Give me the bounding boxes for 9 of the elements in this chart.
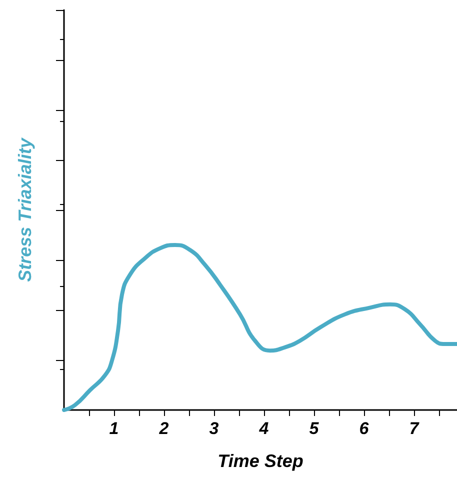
x-tick-label: 3 [209, 419, 220, 438]
x-tick-label: 5 [309, 419, 320, 438]
x-tick-label: 1 [109, 419, 119, 438]
x-axis-title: Time Step [218, 451, 304, 471]
y-axis-title: Stress Triaxiality [15, 137, 35, 282]
x-tick-label: 4 [258, 419, 270, 438]
x-tick-label: 7 [409, 419, 420, 438]
x-tick-label: 2 [158, 419, 170, 438]
x-tick-label: 6 [359, 419, 370, 438]
